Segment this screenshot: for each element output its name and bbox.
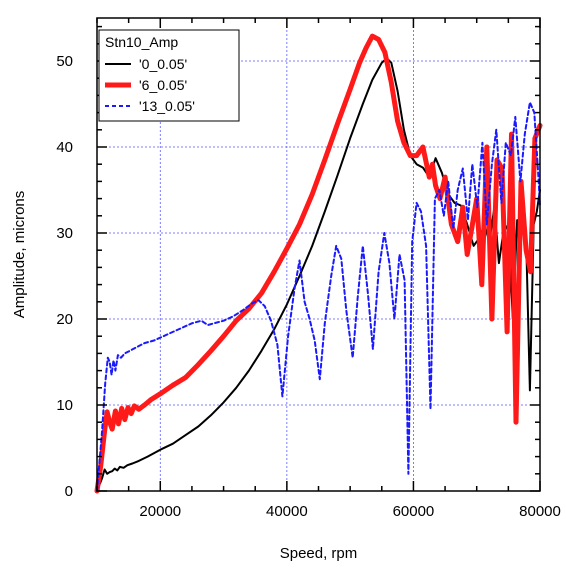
series-line: [94, 33, 543, 494]
x-tick-label: 40000: [266, 503, 308, 520]
series-line: [96, 57, 541, 492]
legend-entry-label: '6_0.05': [139, 77, 187, 93]
legend-title: Stn10_Amp: [105, 34, 178, 50]
legend-entry-label: '0_0.05': [139, 56, 187, 72]
y-tick-label: 20: [56, 311, 73, 328]
y-axis-title: Amplitude, microns: [11, 191, 28, 319]
series-layer: [94, 33, 543, 494]
legend: Stn10_Amp '0_0.05' '6_0.05' '13_0.05': [98, 29, 240, 122]
legend-entry-label: '13_0.05': [139, 98, 195, 114]
y-tick-label: 10: [56, 397, 73, 414]
x-axis-title: Speed, rpm: [280, 545, 358, 562]
series-line: [96, 101, 541, 492]
y-tick-label: 50: [56, 53, 73, 70]
y-tick-label: 40: [56, 139, 73, 156]
x-tick-label: 80000: [519, 503, 561, 520]
legend-entries: '0_0.05' '6_0.05' '13_0.05': [105, 56, 195, 114]
x-tick-label: 60000: [393, 503, 435, 520]
tick-layer: 20000 40000 60000 80000 0 10 20 30 40 50: [56, 18, 561, 520]
y-tick-label: 0: [65, 483, 73, 500]
x-tick-label: 20000: [139, 503, 181, 520]
y-tick-label: 30: [56, 225, 73, 242]
